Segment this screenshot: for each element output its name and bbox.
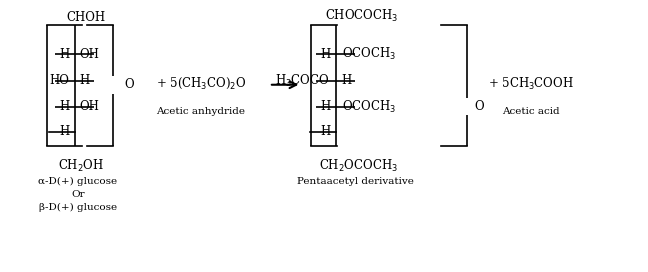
Text: CHOH: CHOH [67, 11, 106, 24]
Text: H: H [59, 125, 69, 138]
Text: Or: Or [71, 190, 85, 199]
Text: H: H [59, 100, 69, 113]
Text: H: H [320, 48, 330, 61]
Text: OH: OH [80, 48, 100, 61]
Text: HO: HO [49, 74, 69, 87]
Text: OH: OH [80, 100, 100, 113]
Text: Pentaacetyl derivative: Pentaacetyl derivative [297, 177, 413, 186]
Text: β-D(+) glucose: β-D(+) glucose [39, 203, 117, 212]
Text: α-D(+) glucose: α-D(+) glucose [38, 177, 117, 186]
Text: H: H [341, 74, 351, 87]
Text: H: H [59, 48, 69, 61]
Text: H: H [320, 125, 330, 138]
Text: H: H [320, 100, 330, 113]
Text: CHOCOCH$_3$: CHOCOCH$_3$ [325, 8, 399, 24]
Text: OCOCH$_3$: OCOCH$_3$ [342, 46, 397, 63]
Text: Acetic acid: Acetic acid [503, 107, 560, 116]
Text: CH$_2$OCOCH$_3$: CH$_2$OCOCH$_3$ [319, 158, 398, 174]
Text: OCOCH$_3$: OCOCH$_3$ [342, 99, 397, 115]
Text: + 5(CH$_3$CO)$_2$O: + 5(CH$_3$CO)$_2$O [156, 76, 246, 91]
Text: H: H [80, 74, 90, 87]
Text: Acetic anhydride: Acetic anhydride [156, 107, 246, 116]
Text: O: O [475, 100, 484, 113]
Text: + 5CH$_3$COOH: + 5CH$_3$COOH [489, 76, 574, 92]
Text: O: O [125, 78, 134, 91]
Text: CH$_2$OH: CH$_2$OH [58, 158, 104, 174]
Text: H$_3$COCO: H$_3$COCO [275, 73, 329, 89]
